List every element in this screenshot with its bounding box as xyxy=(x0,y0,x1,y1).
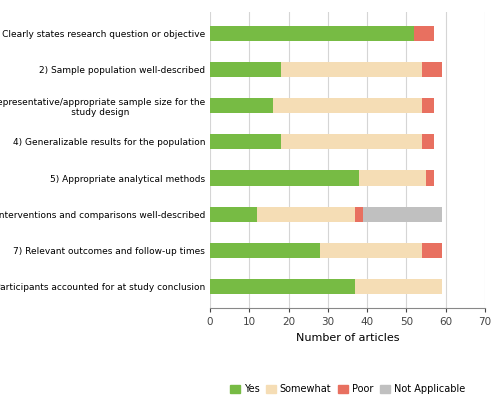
Bar xyxy=(356,207,363,222)
Bar xyxy=(414,26,434,41)
Bar xyxy=(210,26,414,41)
Bar xyxy=(363,207,442,222)
Bar xyxy=(280,62,422,77)
Bar xyxy=(422,62,442,77)
Bar xyxy=(422,243,442,258)
Bar xyxy=(422,98,434,113)
X-axis label: Number of articles: Number of articles xyxy=(296,333,399,343)
Bar xyxy=(273,98,422,113)
Bar xyxy=(210,207,257,222)
Bar xyxy=(210,134,280,149)
Bar xyxy=(210,98,273,113)
Bar xyxy=(422,134,434,149)
Bar xyxy=(257,207,356,222)
Bar xyxy=(210,243,320,258)
Bar xyxy=(320,243,422,258)
Bar xyxy=(426,171,434,186)
Bar xyxy=(280,134,422,149)
Bar xyxy=(360,171,426,186)
Bar xyxy=(210,171,360,186)
Legend: Yes, Somewhat, Poor, Not Applicable: Yes, Somewhat, Poor, Not Applicable xyxy=(226,380,469,395)
Bar xyxy=(210,279,356,294)
Bar xyxy=(210,62,280,77)
Bar xyxy=(356,279,442,294)
